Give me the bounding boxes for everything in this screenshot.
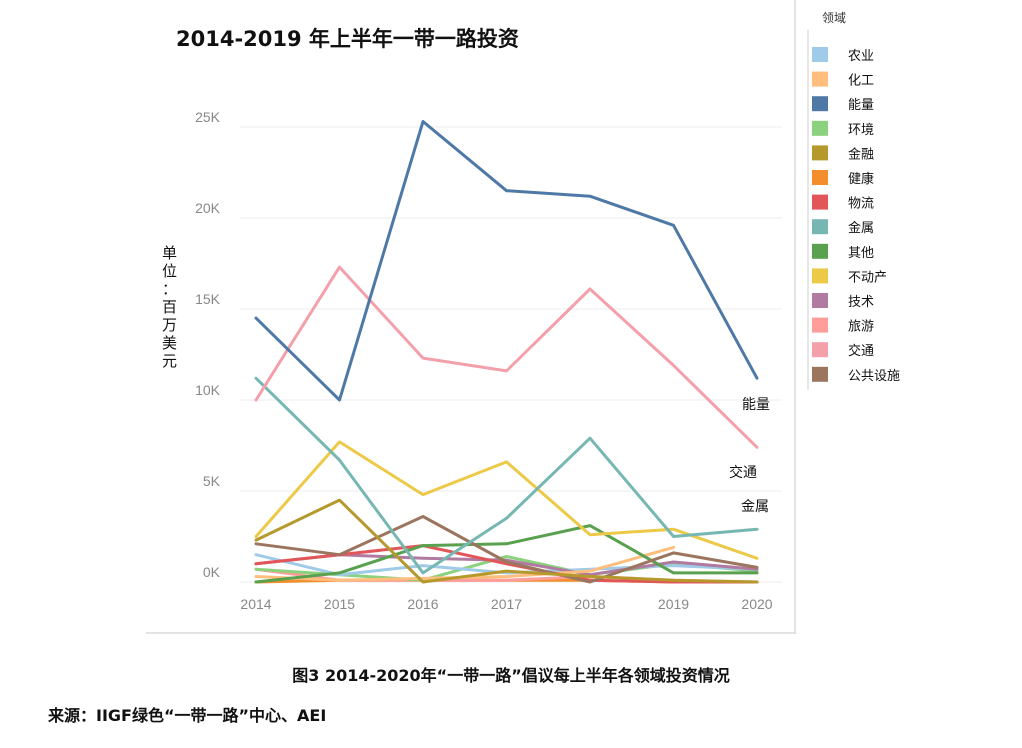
legend-label: 物流 [848, 197, 874, 212]
chart: 2014-2019 年上半年一带一路投资 单位：百万美元 0K 5K 10K 15K 2… [146, 0, 970, 634]
legend-label: 化工 [848, 74, 874, 89]
x-tick-label: 2020 [741, 596, 772, 612]
y-tick-label: 10K [195, 382, 221, 398]
legend-label: 农业 [848, 49, 874, 64]
legend-swatch [812, 120, 828, 136]
legend-label: 能量 [848, 98, 874, 113]
legend-label: 旅游 [848, 320, 874, 335]
y-tick-label: 20K [195, 200, 221, 216]
series-line [254, 376, 759, 575]
annotation-metal: 金属 [741, 499, 769, 515]
legend-swatch [812, 219, 828, 235]
x-tick-label: 2017 [491, 596, 522, 612]
x-tick-label: 2015 [324, 596, 355, 612]
legend-label: 交通 [848, 343, 874, 359]
legend-swatch [812, 366, 828, 382]
legend-label: 金属 [848, 220, 874, 236]
x-tick-label: 2016 [407, 596, 438, 612]
legend-swatch [812, 293, 828, 308]
y-tick-label: 25K [195, 109, 221, 125]
source-note: 来源：IIGF绿色“一带一路”中心、AEI [48, 706, 327, 725]
chart-frame [146, 0, 796, 634]
legend-label: 不动产 [848, 270, 887, 285]
gridlines [240, 126, 782, 583]
series-line [254, 440, 759, 560]
legend-title: 领域 [822, 11, 846, 25]
series-line [254, 120, 759, 402]
series-line [254, 553, 759, 577]
series-line [254, 524, 759, 584]
legend-swatch [812, 243, 828, 259]
annotation-energy: 能量 [742, 397, 770, 413]
y-tick-label: 0K [203, 564, 221, 580]
legend-label: 金融 [848, 146, 874, 162]
x-tick-label: 2019 [658, 596, 689, 612]
figure-caption: 图3 2014-2020年“一带一路”倡议每上半年各领域投资情况 [292, 666, 730, 685]
legend-label: 环境 [848, 123, 874, 138]
series-line [254, 265, 759, 449]
y-tick-labels: 0K 5K 10K 15K 20K 25K [195, 109, 221, 580]
series-line [254, 515, 759, 584]
legend-label: 其他 [848, 246, 874, 261]
chart-title: 2014-2019 年上半年一带一路投资 [176, 27, 519, 51]
legend-swatch [812, 194, 828, 210]
x-tick-labels: 2014 2015 2016 2017 2018 2019 2020 [240, 596, 772, 612]
series-lines [254, 120, 759, 584]
legend-box [808, 30, 970, 390]
legend-swatch [812, 71, 828, 87]
legend-swatch [812, 342, 828, 358]
legend-label: 公共设施 [848, 369, 900, 384]
annotation-transport: 交通 [729, 464, 757, 481]
legend-label: 技术 [848, 295, 874, 310]
legend-swatch [812, 96, 828, 112]
legend-label: 健康 [848, 171, 874, 187]
y-tick-label: 5K [203, 473, 221, 489]
y-axis-label: 单位：百万美元 [162, 244, 177, 370]
legend-swatch [812, 47, 828, 62]
legend-swatch [812, 317, 828, 333]
x-tick-label: 2014 [240, 596, 271, 612]
series-line [254, 498, 759, 584]
x-tick-label: 2018 [574, 596, 605, 612]
legend-swatch [812, 170, 828, 185]
legend-swatch [812, 268, 828, 284]
legend-swatch [812, 145, 828, 161]
y-tick-label: 15K [195, 291, 221, 307]
